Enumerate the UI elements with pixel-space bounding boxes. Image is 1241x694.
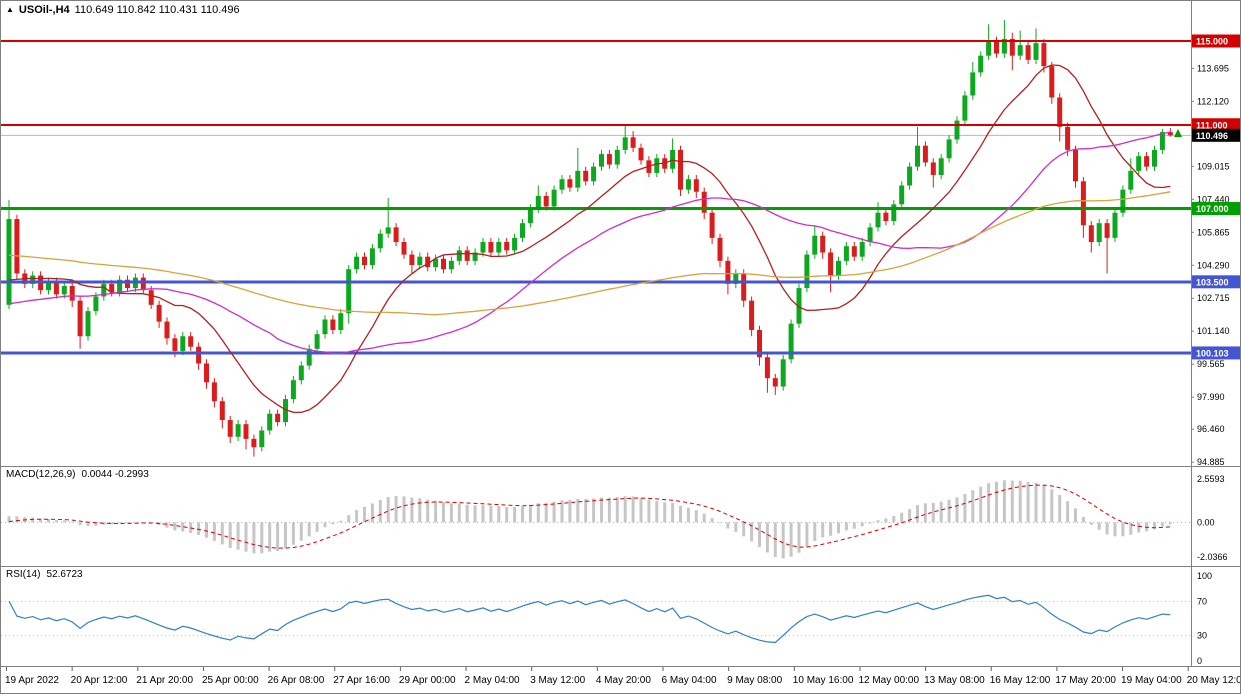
time-tick-label: 20 May 12:00 <box>1187 675 1241 686</box>
time-tick-label: 21 Apr 20:00 <box>136 675 193 686</box>
time-tick-label: 19 Apr 2022 <box>5 675 59 686</box>
svg-text:100.103: 100.103 <box>1196 348 1229 358</box>
main-price-panel <box>1 20 1191 457</box>
chart-header: ▲ USOil-,H4 110.649 110.842 110.431 110.… <box>6 4 240 16</box>
svg-text:107.000: 107.000 <box>1196 204 1229 214</box>
rsi-tick-label: 100 <box>1197 571 1212 581</box>
rsi-name: RSI(14) <box>6 569 41 580</box>
time-tick-label: 25 Apr 00:00 <box>202 675 259 686</box>
price-badge-100.103 <box>1192 346 1240 360</box>
rsi-indicator-label: RSI(14) 52.6723 <box>6 569 83 580</box>
price-tick-label: 97.990 <box>1197 392 1225 402</box>
ma89-line <box>8 191 1171 316</box>
time-tick-label: 26 Apr 08:00 <box>268 675 325 686</box>
svg-text:110.496: 110.496 <box>1196 131 1228 141</box>
time-tick-label: 12 May 00:00 <box>858 675 919 686</box>
price-tick-label: 101.140 <box>1197 326 1230 336</box>
time-tick-label: 29 Apr 00:00 <box>399 675 456 686</box>
time-tick-label: 10 May 16:00 <box>793 675 854 686</box>
ohlc-readout: 110.649 110.842 110.431 110.496 <box>74 4 240 16</box>
time-tick-label: 4 May 20:00 <box>596 675 651 686</box>
price-tick-label: 112.120 <box>1197 96 1229 106</box>
rsi-tick-label: 70 <box>1197 597 1207 607</box>
price-tick-label: 113.695 <box>1197 63 1229 73</box>
ma34-line <box>8 131 1171 355</box>
panel-dividers <box>1 466 1240 667</box>
current-price-badge <box>1192 128 1240 142</box>
price-tick-label: 94.885 <box>1197 457 1225 467</box>
macd-panel <box>1 480 1191 559</box>
time-tick-label: 27 Apr 16:00 <box>333 675 390 686</box>
macd-tick-label: 2.5593 <box>1197 474 1225 484</box>
rsi-panel <box>1 594 1191 644</box>
price-tick-label: 109.015 <box>1197 161 1230 171</box>
price-tick-label: 107.440 <box>1197 194 1230 204</box>
candles-layer <box>6 20 1173 457</box>
price-badge-107.000 <box>1192 202 1240 216</box>
macd-tick-label: -2.0366 <box>1197 552 1228 562</box>
macd-signal-line <box>8 484 1171 549</box>
time-tick-label: 19 May 04:00 <box>1121 675 1182 686</box>
time-tick-label: 3 May 12:00 <box>530 675 585 686</box>
time-axis[interactable]: 19 Apr 2022 20 Apr 12:00 21 Apr 20:00 25 Ap… <box>5 667 1241 686</box>
price-tick-label: 96.460 <box>1197 424 1225 434</box>
price-tick-label: 104.290 <box>1197 260 1230 270</box>
macd-name: MACD(12,26,9) <box>6 469 76 480</box>
macd-indicator-label: MACD(12,26,9) 0.0044 -0.2993 <box>6 469 149 480</box>
rsi-value: 52.6723 <box>46 569 83 580</box>
price-badge-115.000 <box>1192 34 1240 48</box>
time-tick-label: 17 May 20:00 <box>1055 675 1116 686</box>
time-tick-label: 13 May 08:00 <box>924 675 985 686</box>
time-tick-label: 16 May 12:00 <box>990 675 1051 686</box>
price-axis[interactable]: 113.695 112.120 109.015 107.440 105.865 104.2… <box>1191 1 1241 667</box>
svg-text:115.000: 115.000 <box>1196 37 1228 47</box>
time-tick-label: 2 May 04:00 <box>465 675 520 686</box>
price-badge-111.000 <box>1192 118 1240 132</box>
symbol-marker-icon: ▲ <box>6 5 14 14</box>
macd-tick-label: 0.00 <box>1197 517 1215 527</box>
symbol-timeframe-label: USOil-,H4 <box>18 4 70 16</box>
price-tick-label: 102.715 <box>1197 293 1230 303</box>
rsi-line <box>8 594 1171 644</box>
svg-text:103.500: 103.500 <box>1196 277 1229 287</box>
ma13-line <box>8 64 1171 414</box>
time-tick-label: 6 May 04:00 <box>662 675 717 686</box>
svg-text:111.000: 111.000 <box>1196 120 1228 130</box>
price-tick-label: 99.565 <box>1197 359 1225 369</box>
buy-arrow-icon <box>1174 129 1182 137</box>
rsi-tick-label: 30 <box>1197 631 1207 641</box>
time-tick-label: 20 Apr 12:00 <box>71 675 128 686</box>
macd-values: 0.0044 -0.2993 <box>81 469 149 480</box>
price-tick-label: 105.865 <box>1197 227 1230 237</box>
rsi-tick-label: 0 <box>1197 656 1202 666</box>
price-badge-103.500 <box>1192 275 1240 289</box>
time-tick-label: 9 May 08:00 <box>727 675 782 686</box>
